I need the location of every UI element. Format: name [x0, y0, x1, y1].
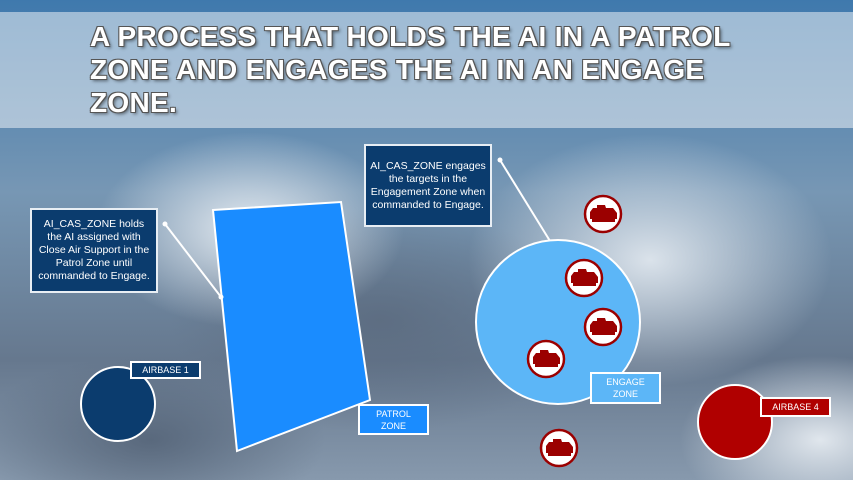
callout-connector-patrol: [164, 223, 222, 298]
airbase-4-circle: [697, 384, 773, 460]
patrol-zone-label: PATROL ZONE: [358, 404, 429, 435]
callout-patrol-text: AI_CAS_ZONE holds the AI assigned with C…: [38, 218, 150, 282]
title-band: [0, 12, 853, 128]
connector-dot: [162, 221, 168, 227]
callout-engage-text: AI_CAS_ZONE engages the targets in the E…: [370, 159, 486, 211]
tank-icon: [539, 428, 579, 468]
tank-icon: [583, 194, 623, 234]
connector-dot: [497, 157, 503, 163]
tank-icon: [564, 258, 604, 298]
callout-engage: AI_CAS_ZONE engages the targets in the E…: [364, 144, 492, 227]
callout-patrol: AI_CAS_ZONE holds the AI assigned with C…: [30, 208, 158, 293]
airbase-1-label: AIRBASE 1: [130, 361, 201, 379]
patrol-zone: [211, 200, 372, 453]
airbase-4-label: AIRBASE 4: [760, 397, 831, 417]
slide-title: A PROCESS THAT HOLDS THE AI IN A PATROL …: [90, 21, 731, 118]
callout-connector-engage: [499, 159, 551, 242]
airbase-1-circle: [80, 366, 156, 442]
engage-zone-label: ENGAGE ZONE: [590, 372, 661, 404]
tank-icon: [583, 307, 623, 347]
connector-dot: [218, 294, 224, 300]
tank-icon: [526, 339, 566, 379]
